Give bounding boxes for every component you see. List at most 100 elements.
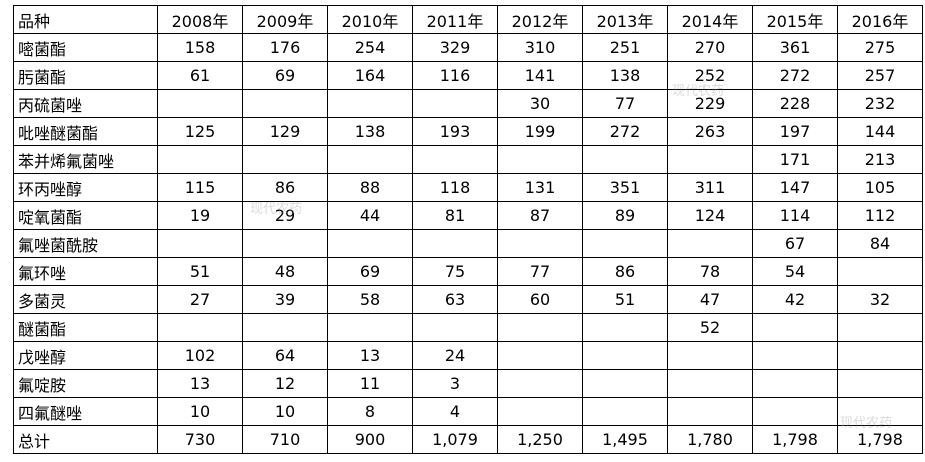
empty-cell — [837, 313, 923, 342]
cell: 1,798 — [752, 425, 838, 454]
cell: 8 — [327, 397, 413, 426]
cell: 88 — [327, 173, 413, 202]
cell: 229 — [667, 89, 753, 118]
empty-cell — [157, 145, 243, 174]
cell: 4 — [412, 397, 498, 426]
row-label: 氟唑菌酰胺 — [13, 229, 158, 258]
row-label: 氟啶胺 — [13, 369, 158, 398]
cell: 54 — [752, 257, 838, 286]
cell: 24 — [412, 341, 498, 370]
cell: 112 — [837, 201, 923, 230]
data-row: 四氟醚唑 10 10 8 4 — [13, 397, 923, 426]
cell: 47 — [667, 285, 753, 314]
empty-cell — [242, 229, 328, 258]
cell: 275 — [837, 33, 923, 62]
cell: 19 — [157, 201, 243, 230]
cell: 141 — [497, 61, 583, 90]
cell: 197 — [752, 117, 838, 146]
cell: 69 — [242, 61, 328, 90]
cell: 310 — [497, 33, 583, 62]
column-header: 2014年 — [667, 5, 753, 34]
column-header: 2008年 — [157, 5, 243, 34]
cell: 87 — [497, 201, 583, 230]
cell: 164 — [327, 61, 413, 90]
cell: 58 — [327, 285, 413, 314]
empty-cell — [752, 369, 838, 398]
cell: 124 — [667, 201, 753, 230]
empty-cell — [497, 397, 583, 426]
cell: 272 — [752, 61, 838, 90]
cell: 77 — [497, 257, 583, 286]
empty-cell — [497, 313, 583, 342]
cell: 77 — [582, 89, 668, 118]
cell: 51 — [157, 257, 243, 286]
cell: 69 — [327, 257, 413, 286]
empty-cell — [327, 89, 413, 118]
cell: 254 — [327, 33, 413, 62]
empty-cell — [667, 397, 753, 426]
cell: 118 — [412, 173, 498, 202]
cell: 730 — [157, 425, 243, 454]
cell: 12 — [242, 369, 328, 398]
watermark: 现代农药 — [672, 84, 725, 99]
column-header: 2016年 — [837, 5, 923, 34]
cell: 13 — [157, 369, 243, 398]
data-row: 嘧菌酯 158 176 254 329 310 251 270 361 275 — [13, 33, 923, 62]
data-row: 戊唑醇 102 64 13 24 — [13, 341, 923, 370]
cell: 115 — [157, 173, 243, 202]
cell: 1,495 — [582, 425, 668, 454]
cell: 129 — [242, 117, 328, 146]
data-table: 品种 2008年 2009年 2010年 2011年 2012年 2013年 2014年 201… — [13, 5, 923, 454]
cell: 102 — [157, 341, 243, 370]
cell: 3 — [412, 369, 498, 398]
row-label: 嘧菌酯 — [13, 33, 158, 62]
cell: 228 — [752, 89, 838, 118]
empty-cell — [667, 341, 753, 370]
cell: 272 — [582, 117, 668, 146]
empty-cell — [412, 313, 498, 342]
cell: 138 — [327, 117, 413, 146]
cell: 29 — [242, 201, 328, 230]
cell: 252 — [667, 61, 753, 90]
empty-cell — [582, 313, 668, 342]
empty-cell — [497, 341, 583, 370]
cell: 1,798 — [837, 425, 923, 454]
row-label: 醚菌酯 — [13, 313, 158, 342]
data-row: 氟环唑 51 48 69 75 77 86 78 54 — [13, 257, 923, 286]
row-label: 肟菌酯 — [13, 61, 158, 90]
row-label: 四氟醚唑 — [13, 397, 158, 426]
data-row: 吡唑醚菌酯 125 129 138 193 199 272 263 197 144 — [13, 117, 923, 146]
data-row: 氟唑菌酰胺 67 84 — [13, 229, 923, 258]
column-header: 2012年 — [497, 5, 583, 34]
data-row: 苯并烯氟菌唑 171 213 — [13, 145, 923, 174]
empty-cell — [497, 229, 583, 258]
cell: 116 — [412, 61, 498, 90]
empty-cell — [157, 229, 243, 258]
column-header: 2013年 — [582, 5, 668, 34]
empty-cell — [242, 89, 328, 118]
cell: 251 — [582, 33, 668, 62]
header-row: 品种 2008年 2009年 2010年 2011年 2012年 2013年 2014年 201… — [13, 5, 923, 34]
cell: 114 — [752, 201, 838, 230]
row-label: 总计 — [13, 425, 158, 454]
cell: 1,780 — [667, 425, 753, 454]
cell: 351 — [582, 173, 668, 202]
cell: 1,250 — [497, 425, 583, 454]
empty-cell — [582, 145, 668, 174]
row-label: 多菌灵 — [13, 285, 158, 314]
empty-cell — [837, 257, 923, 286]
empty-cell — [667, 145, 753, 174]
cell: 84 — [837, 229, 923, 258]
data-row: 多菌灵 27 39 58 63 60 51 47 42 32 — [13, 285, 923, 314]
cell: 1,079 — [412, 425, 498, 454]
cell: 311 — [667, 173, 753, 202]
cell: 171 — [752, 145, 838, 174]
cell: 270 — [667, 33, 753, 62]
column-header: 2011年 — [412, 5, 498, 34]
empty-cell — [752, 397, 838, 426]
empty-cell — [497, 369, 583, 398]
cell: 30 — [497, 89, 583, 118]
empty-cell — [667, 369, 753, 398]
data-row: 肟菌酯 61 69 164 116 141 138 252 272 257 — [13, 61, 923, 90]
